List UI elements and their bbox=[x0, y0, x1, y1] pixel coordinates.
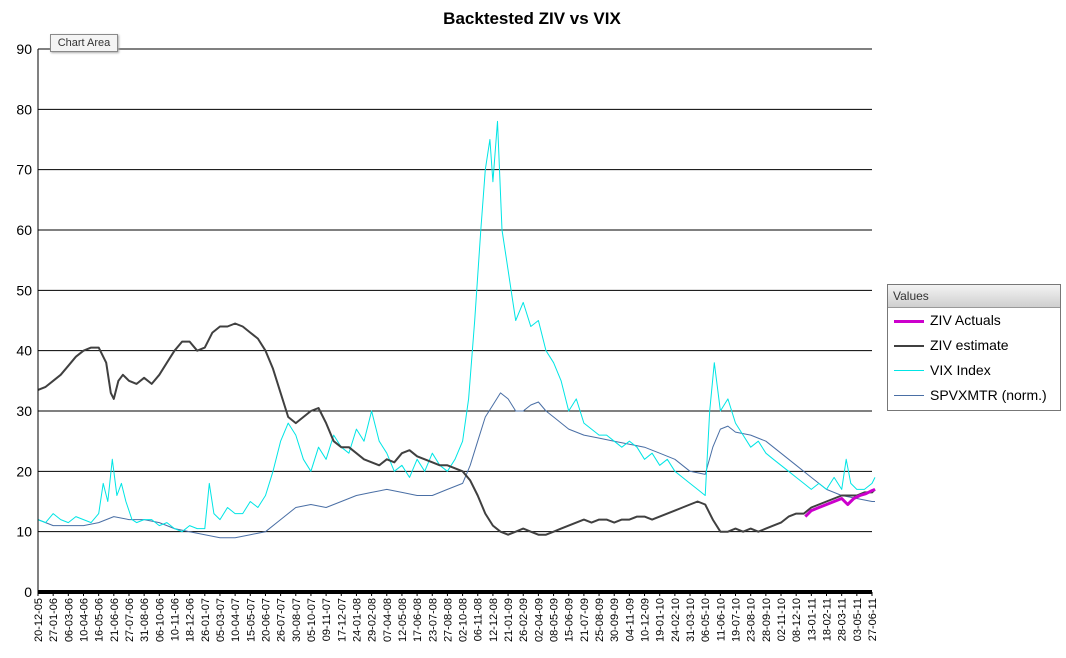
legend: Values ZIV Actuals ZIV estimate VIX Inde… bbox=[887, 284, 1061, 411]
y-tick-label: 50 bbox=[16, 282, 32, 298]
x-tick-label: 31-03-10 bbox=[685, 598, 697, 642]
legend-label: VIX Index bbox=[930, 362, 991, 378]
y-axis-ticks: 0 10 20 30 40 50 60 70 80 90 bbox=[16, 41, 32, 600]
x-tick-label: 26-02-09 bbox=[518, 598, 530, 642]
legend-label: ZIV Actuals bbox=[930, 312, 1001, 328]
x-axis-ticks: 20-12-05 27-01-06 06-03-06 10-04-06 16-05-06… bbox=[33, 592, 879, 642]
legend-swatch-ziv-actuals bbox=[894, 320, 924, 323]
x-tick-label: 27-06-11 bbox=[867, 598, 879, 641]
x-tick-label: 06-03-06 bbox=[63, 598, 75, 642]
x-tick-label: 24-01-08 bbox=[351, 598, 363, 642]
x-tick-label: 05-10-07 bbox=[306, 598, 318, 642]
x-tick-label: 30-09-09 bbox=[609, 598, 621, 642]
x-tick-label: 18-02-11 bbox=[822, 598, 834, 641]
x-tick-label: 23-08-10 bbox=[746, 598, 758, 642]
x-tick-label: 26-07-07 bbox=[276, 598, 288, 642]
series-line-vix-index bbox=[37, 120, 876, 533]
legend-label: ZIV estimate bbox=[930, 337, 1009, 353]
x-tick-label: 21-01-09 bbox=[503, 598, 515, 642]
x-tick-label: 31-08-06 bbox=[139, 598, 151, 642]
y-tick-label: 90 bbox=[16, 41, 32, 57]
x-tick-label: 10-11-06 bbox=[169, 598, 181, 641]
x-tick-label: 13-01-11 bbox=[806, 598, 818, 641]
x-tick-label: 08-05-09 bbox=[549, 598, 561, 642]
x-tick-label: 02-10-08 bbox=[458, 598, 470, 642]
x-tick-label: 04-11-09 bbox=[624, 598, 636, 641]
x-tick-label: 12-12-08 bbox=[488, 598, 500, 642]
x-tick-label: 27-07-06 bbox=[124, 598, 136, 642]
y-tick-label: 60 bbox=[16, 222, 32, 238]
x-tick-label: 21-06-06 bbox=[109, 598, 121, 642]
x-tick-label: 07-04-08 bbox=[382, 598, 394, 642]
legend-item-ziv-estimate: ZIV estimate bbox=[888, 333, 1060, 358]
chart-title: Backtested ZIV vs VIX bbox=[443, 9, 621, 28]
series-line-ziv-actuals bbox=[804, 488, 876, 518]
plot-series bbox=[37, 120, 876, 539]
x-tick-label: 06-05-10 bbox=[700, 598, 712, 642]
x-tick-label: 20-06-07 bbox=[260, 598, 272, 642]
x-tick-label: 16-05-06 bbox=[94, 598, 106, 642]
x-tick-label: 17-06-08 bbox=[412, 598, 424, 642]
x-tick-label: 02-04-09 bbox=[533, 598, 545, 642]
x-tick-label: 03-05-11 bbox=[852, 598, 864, 641]
legend-label: SPVXMTR (norm.) bbox=[930, 387, 1047, 403]
x-tick-label: 27-01-06 bbox=[48, 598, 60, 642]
legend-header: Values bbox=[888, 285, 1060, 308]
x-tick-label: 05-03-07 bbox=[215, 598, 227, 642]
x-tick-label: 08-12-10 bbox=[791, 598, 803, 642]
x-tick-label: 19-07-10 bbox=[731, 598, 743, 642]
x-tick-label: 24-02-10 bbox=[670, 598, 682, 642]
x-tick-label: 18-12-06 bbox=[185, 598, 197, 642]
legend-swatch-vix-index bbox=[894, 370, 924, 371]
legend-swatch-ziv-estimate bbox=[894, 345, 924, 347]
x-tick-label: 12-05-08 bbox=[397, 598, 409, 642]
x-tick-label: 25-08-09 bbox=[594, 598, 606, 642]
x-tick-label: 15-06-09 bbox=[564, 598, 576, 642]
x-tick-label: 26-01-07 bbox=[200, 598, 212, 642]
x-tick-label: 30-08-07 bbox=[291, 598, 303, 642]
y-tick-label: 70 bbox=[16, 162, 32, 178]
x-tick-label: 28-03-11 bbox=[837, 598, 849, 641]
y-tick-label: 10 bbox=[16, 524, 32, 540]
series-line-ziv-estimate bbox=[37, 322, 876, 536]
x-tick-label: 17-12-07 bbox=[336, 598, 348, 642]
x-tick-label: 11-06-10 bbox=[715, 598, 727, 641]
legend-item-vix-index: VIX Index bbox=[888, 358, 1060, 383]
x-tick-label: 09-11-07 bbox=[321, 598, 333, 641]
x-tick-label: 10-12-09 bbox=[640, 598, 652, 642]
chart-area-tag[interactable]: Chart Area bbox=[50, 34, 118, 52]
x-tick-label: 23-07-08 bbox=[427, 598, 439, 642]
y-tick-label: 20 bbox=[16, 463, 32, 479]
legend-swatch-spvxmtr bbox=[894, 395, 924, 396]
y-tick-label: 0 bbox=[24, 584, 32, 600]
x-tick-label: 06-11-08 bbox=[473, 598, 485, 641]
x-tick-label: 20-12-05 bbox=[33, 598, 45, 642]
y-tick-label: 40 bbox=[16, 343, 32, 359]
series-line-spvxmtr-norm bbox=[37, 392, 875, 539]
y-tick-label: 30 bbox=[16, 403, 32, 419]
legend-item-ziv-actuals: ZIV Actuals bbox=[888, 308, 1060, 333]
x-tick-label: 21-07-09 bbox=[579, 598, 591, 642]
y-tick-label: 80 bbox=[16, 101, 32, 117]
x-tick-label: 06-10-06 bbox=[154, 598, 166, 642]
x-tick-label: 28-09-10 bbox=[761, 598, 773, 642]
x-tick-label: 29-02-08 bbox=[367, 598, 379, 642]
x-tick-label: 27-08-08 bbox=[442, 598, 454, 642]
x-tick-label: 10-04-07 bbox=[230, 598, 242, 642]
x-tick-label: 10-04-06 bbox=[78, 598, 90, 642]
legend-item-spvxmtr: SPVXMTR (norm.) bbox=[888, 383, 1060, 408]
x-tick-label: 19-01-10 bbox=[655, 598, 667, 642]
x-tick-label: 02-11-10 bbox=[776, 598, 788, 641]
gridlines bbox=[38, 48, 872, 533]
x-tick-label: 15-05-07 bbox=[245, 598, 257, 642]
